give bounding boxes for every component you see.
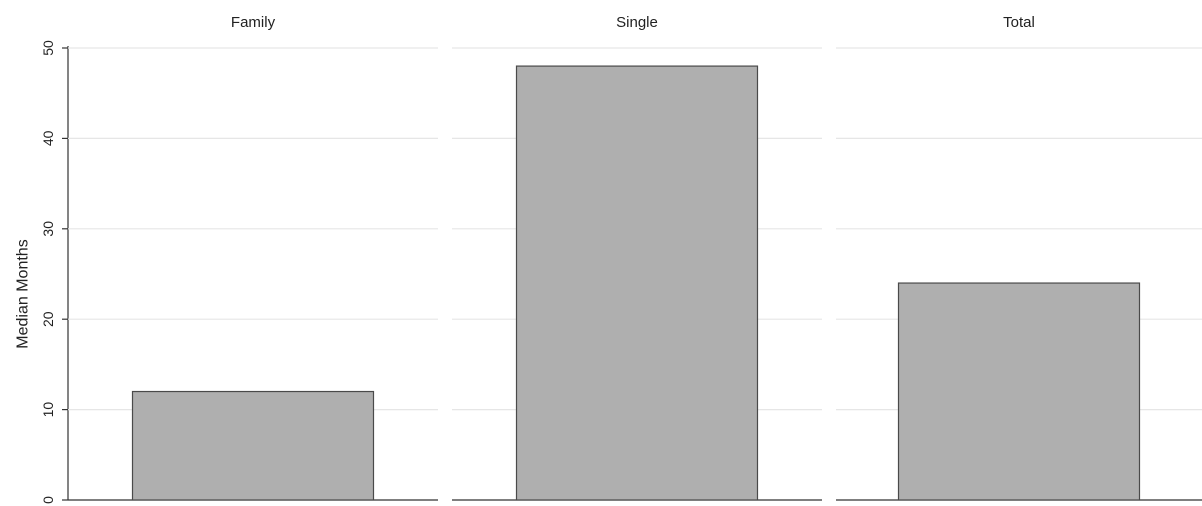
y-tick-label: 0 [40, 496, 56, 504]
y-axis-title: Median Months [15, 239, 32, 348]
panel-total: Total [836, 14, 1202, 501]
y-axis: 0 10 20 30 40 50 [40, 40, 69, 504]
y-tick-label: 30 [40, 221, 56, 237]
bar-total [897, 282, 1141, 501]
y-tick-label: 40 [40, 130, 56, 146]
panel-family: Family [68, 14, 438, 501]
chart-panels: Family Single Total [68, 14, 1202, 501]
panel-single: Single [452, 14, 822, 501]
y-tick-label: 20 [40, 311, 56, 327]
bar-single [515, 65, 759, 501]
bar-family [131, 390, 375, 501]
y-tick-label: 50 [40, 40, 56, 56]
panel-title: Total [1003, 14, 1035, 31]
y-tick-label: 10 [40, 402, 56, 418]
panel-title: Single [616, 14, 658, 31]
panel-title: Family [231, 14, 276, 31]
